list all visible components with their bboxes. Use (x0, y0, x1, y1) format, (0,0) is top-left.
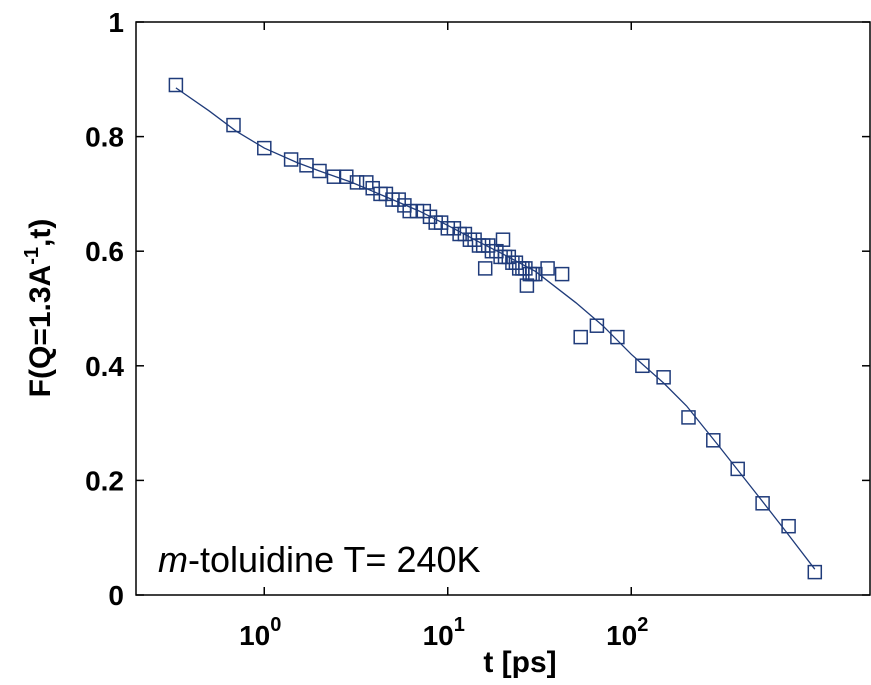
data-point (457, 226, 473, 242)
x-tick-base: 10 (606, 620, 637, 651)
annotation-italic: m (158, 539, 188, 580)
y-axis-label-main: F(Q=1.3A (24, 265, 57, 398)
data-point (283, 152, 299, 167)
x-axis-label: t [ps] (483, 646, 556, 679)
data-point (402, 203, 417, 219)
data-point (477, 261, 493, 276)
x-ticks: 100 101 102 (239, 22, 648, 651)
data-point (589, 318, 605, 333)
data-point (299, 158, 314, 173)
y-axis-label: F(Q=1.3A-1,t) (21, 219, 57, 398)
axes-frame (135, 21, 871, 596)
data-point (781, 518, 796, 534)
x-tick-exponent: 2 (637, 614, 648, 636)
y-tick-label: 0.6 (85, 236, 124, 267)
chart-annotation: m-toluidine T= 240K (158, 539, 481, 580)
data-point (635, 358, 650, 374)
data-point (755, 496, 770, 511)
x-tick-exponent: 1 (454, 614, 465, 636)
data-point (226, 117, 241, 133)
x-tick-exponent: 0 (270, 614, 281, 636)
x-tick-label: 102 (606, 614, 648, 651)
y-tick-label: 0 (108, 580, 124, 611)
data-point (339, 169, 354, 184)
data-point (480, 238, 496, 253)
x-tick-label: 101 (423, 614, 465, 651)
data-point (730, 461, 745, 477)
data-point (495, 232, 511, 247)
y-tick-label: 0.8 (85, 122, 124, 153)
data-point (807, 564, 823, 580)
y-tick-label: 1 (108, 7, 124, 38)
x-tick-base: 10 (423, 620, 454, 651)
data-point (257, 140, 272, 156)
data-point (349, 175, 365, 190)
y-tick-label: 0.4 (85, 351, 124, 382)
data-point (573, 329, 588, 345)
data-point (610, 329, 625, 345)
x-tick-base: 10 (239, 620, 270, 651)
x-tick-label: 100 (239, 614, 281, 651)
data-point (656, 370, 671, 385)
data-point (554, 266, 570, 282)
data-point (540, 261, 555, 276)
fit-line (175, 87, 816, 570)
y-axis-label-sup: -1 (21, 247, 43, 265)
y-ticks: 0 0.2 0.4 0.6 0.8 1 (85, 7, 870, 611)
data-point (706, 433, 721, 448)
data-point (446, 221, 462, 236)
plot-area: 100 101 102 00.20.40.60.81 (85, 7, 871, 651)
y-axis-label-end: ,t) (24, 219, 57, 247)
y-tick-label: 0.2 (85, 465, 124, 496)
data-point (312, 163, 327, 179)
markers-layer (168, 77, 823, 580)
data-point (519, 278, 535, 293)
data-point (681, 410, 696, 425)
data-point (168, 77, 184, 93)
annotation-text: -toluidine T= 240K (188, 539, 481, 580)
fit-line-layer (175, 87, 816, 570)
